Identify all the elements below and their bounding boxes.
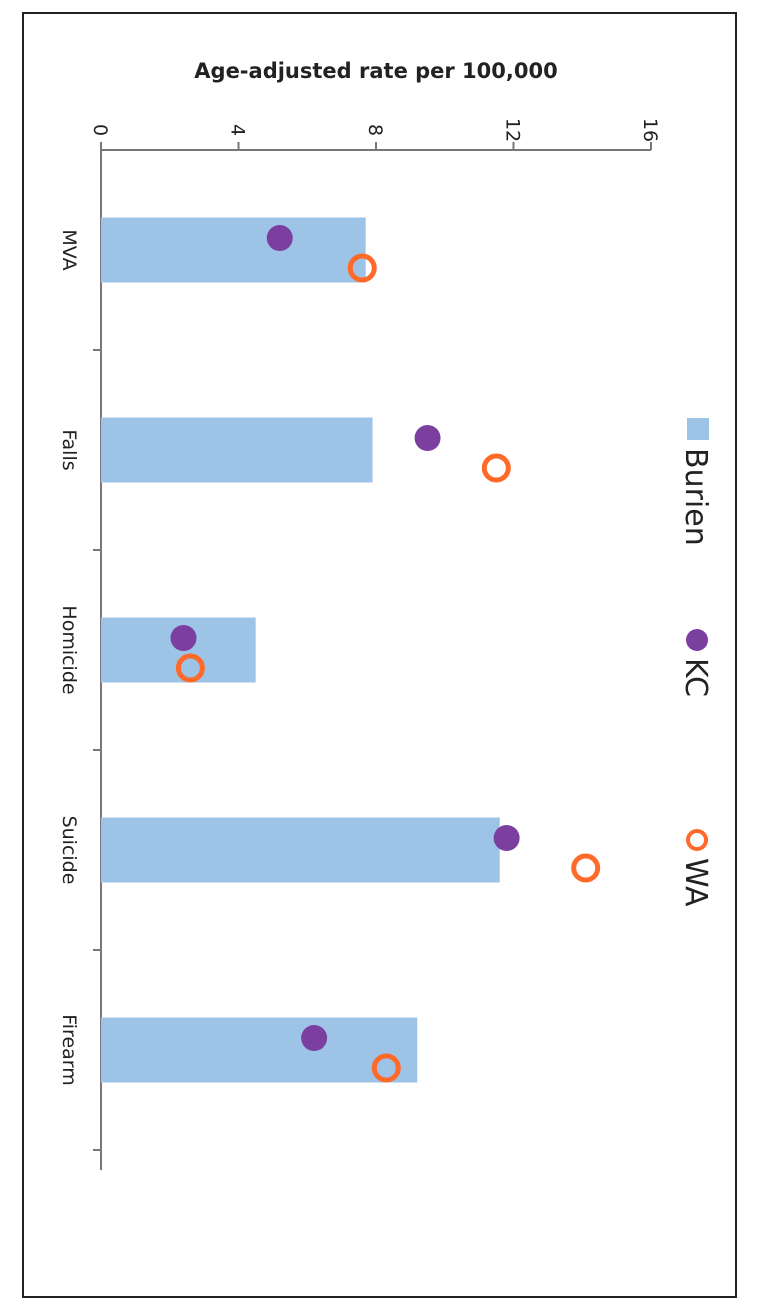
x-tick-label: Suicide [58, 816, 80, 885]
wa-point [371, 1053, 401, 1083]
y-tick-label: 4 [227, 124, 249, 136]
x-tick-label: MVA [58, 229, 80, 270]
legend-swatch-burien [687, 418, 709, 440]
burien-bar [101, 417, 373, 483]
burien-bars [101, 217, 500, 1083]
kc-point [414, 425, 441, 451]
wa-point [347, 253, 377, 283]
y-tick-label: 8 [364, 124, 386, 136]
kc-point [266, 225, 293, 251]
x-tick-label: Homicide [58, 605, 80, 694]
legend-label: WA [678, 858, 713, 907]
y-tick-label: 16 [639, 118, 661, 142]
wa-point [175, 653, 205, 683]
y-tick-label: 12 [502, 118, 524, 142]
chart-root: MVA Falls Homicide Suicide Firearm 0 4 8 12 16 A… [58, 59, 713, 1170]
legend-label: Burien [678, 448, 713, 546]
kc-point [301, 1025, 328, 1051]
kc-point [170, 625, 197, 651]
x-tick-labels: MVA Falls Homicide Suicide Firearm [58, 229, 80, 1085]
burien-bar [101, 1017, 418, 1083]
legend: Burien KC WA [678, 418, 713, 907]
wa-point [571, 853, 601, 883]
y-axis-title: Age-adjusted rate per 100,000 [194, 59, 557, 83]
wa-points [175, 253, 601, 1083]
kc-points [170, 225, 520, 1051]
legend-swatch-wa [686, 829, 708, 851]
legend-swatch-kc [686, 629, 708, 651]
kc-point [493, 825, 520, 851]
x-tick-label: Firearm [58, 1014, 80, 1086]
burien-bar [101, 217, 366, 283]
burien-bar [101, 617, 256, 683]
wa-point [481, 453, 511, 483]
y-tick-label: 0 [89, 124, 111, 136]
legend-label: KC [678, 658, 713, 697]
y-tick-labels: 0 4 8 12 16 [89, 118, 661, 142]
burien-bar [101, 817, 500, 883]
x-tick-label: Falls [58, 429, 80, 470]
